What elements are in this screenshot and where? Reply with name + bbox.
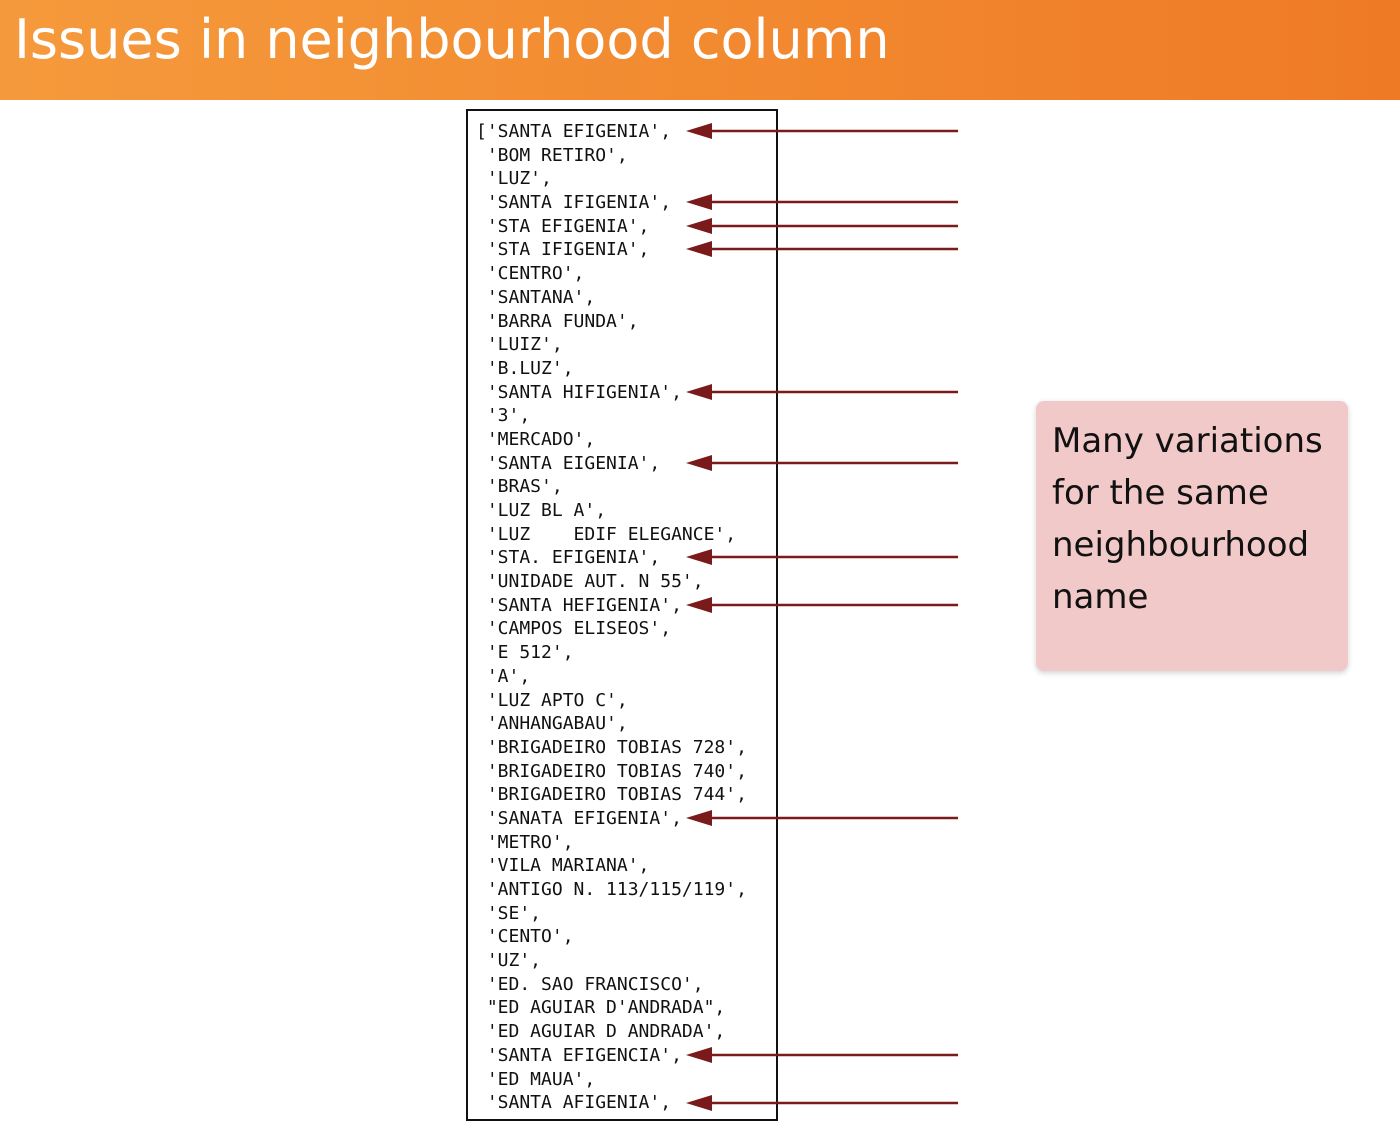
code-line: 'ANTIGO N. 113/115/119', <box>476 879 747 900</box>
code-line: 'SANTA EFIGENCIA', <box>476 1044 682 1066</box>
neighbourhood-list: ['SANTA EFIGENIA', 'BOM RETIRO', 'LUZ', … <box>476 120 747 1115</box>
code-line: 'SANTA HIFIGENIA', <box>476 381 682 403</box>
code-line: 'BRIGADEIRO TOBIAS 740', <box>476 760 747 782</box>
callout-text: Many variations for the same neighbourho… <box>1052 421 1323 617</box>
code-line: ['SANTA EFIGENIA', <box>476 121 672 142</box>
code-line: 'LUZ EDIF ELEGANCE', <box>476 523 737 545</box>
code-line: "ED AGUIAR D'ANDRADA", <box>476 997 726 1019</box>
code-line: 'LUZ BL A', <box>476 500 607 521</box>
code-line: 'CAMPOS ELISEOS', <box>476 618 672 640</box>
code-line: 'SANTA AFIGENIA', <box>476 1092 672 1114</box>
header-bar: Issues in neighbourhood column <box>0 0 1400 100</box>
code-line: 'LUIZ', <box>476 334 563 356</box>
code-line: 'VILA MARIANA', <box>476 855 650 877</box>
code-line: 'BRIGADEIRO TOBIAS 728', <box>476 736 747 758</box>
code-line: 'STA. EFIGENIA', <box>476 547 661 569</box>
code-line: 'LUZ APTO C', <box>476 689 628 711</box>
code-line: 'BRIGADEIRO TOBIAS 744', <box>476 784 747 806</box>
code-line: 'ED MAUA', <box>476 1068 596 1090</box>
code-line: 'STA EFIGENIA', <box>476 215 650 237</box>
code-line: 'SE', <box>476 902 542 924</box>
code-line: 'CENTRO', <box>476 263 585 285</box>
code-line: 'STA IFIGENIA', <box>476 239 650 261</box>
code-line: 'SANTA EIGENIA', <box>476 452 661 474</box>
code-line: 'ANHANGABAU', <box>476 713 628 735</box>
code-line: 'SANATA EFIGENIA', <box>476 807 682 829</box>
code-line: 'ED. SAO FRANCISCO', <box>476 973 704 995</box>
code-line: 'A', <box>476 665 531 687</box>
slide-title: Issues in neighbourhood column <box>14 8 890 71</box>
code-line: 'SANTA IFIGENIA', <box>476 192 672 214</box>
code-line: 'ED AGUIAR D ANDRADA', <box>476 1021 726 1043</box>
code-line: 'SANTA HEFIGENIA', <box>476 594 682 616</box>
code-line: 'B.LUZ', <box>476 357 574 379</box>
code-line: 'BRAS', <box>476 476 563 498</box>
code-line: 'BOM RETIRO', <box>476 144 628 166</box>
code-line: 'BARRA FUNDA', <box>476 310 639 332</box>
code-line: 'MERCADO', <box>476 428 596 450</box>
code-line: 'CENTO', <box>476 926 574 948</box>
code-line: 'LUZ', <box>476 168 552 190</box>
code-box: ['SANTA EFIGENIA', 'BOM RETIRO', 'LUZ', … <box>466 109 778 1121</box>
callout-box: Many variations for the same neighbourho… <box>1036 401 1348 671</box>
code-line: 'E 512', <box>476 642 574 664</box>
code-line: 'METRO', <box>476 831 574 853</box>
code-line: 'UNIDADE AUT. N 55', <box>476 571 704 593</box>
code-line: 'UZ', <box>476 950 542 972</box>
code-line: 'SANTANA', <box>476 286 596 308</box>
code-line: '3', <box>476 405 531 427</box>
